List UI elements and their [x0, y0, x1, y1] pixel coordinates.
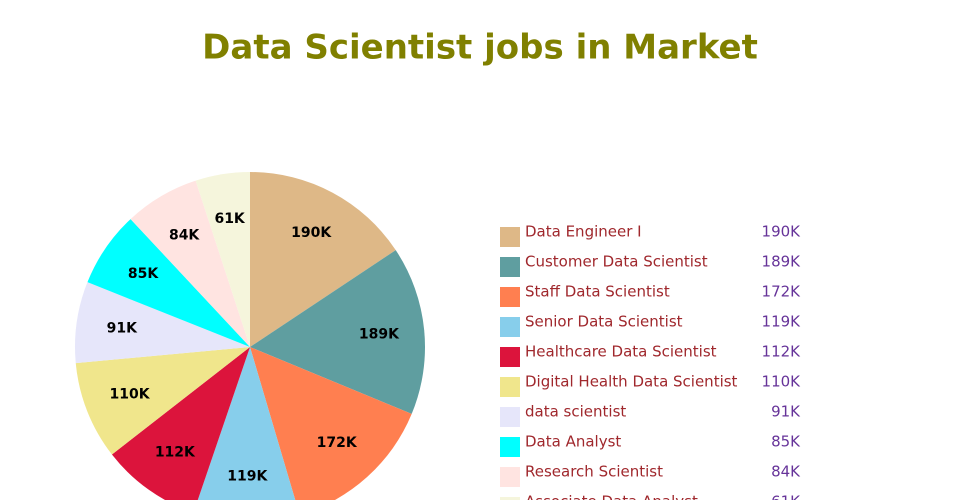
legend-swatch [500, 287, 520, 307]
legend-swatch [500, 227, 520, 247]
slice-label: 84K [169, 227, 200, 243]
legend-label: Data Engineer I [525, 223, 642, 241]
legend-value: 190K [762, 223, 802, 241]
pie-slice [197, 347, 296, 500]
slice-label: 190K [291, 225, 332, 241]
legend-swatch [500, 407, 520, 427]
legend-swatch [500, 377, 520, 397]
legend-value: 189K [762, 253, 802, 271]
pie-slice [250, 347, 412, 500]
pie-slice [195, 172, 250, 347]
legend-label: Digital Health Data Scientist [525, 373, 738, 391]
legend-label: Staff Data Scientist [525, 283, 670, 301]
slice-label: 91K [107, 320, 138, 336]
pie-slice [250, 250, 425, 414]
slice-label: 61K [214, 211, 245, 227]
legend-value: 110K [762, 373, 802, 391]
legend-swatch [500, 437, 520, 457]
legend-label: Customer Data Scientist [525, 253, 708, 271]
legend-swatch [500, 317, 520, 337]
legend-value: 112K [762, 343, 802, 361]
pie-slice [130, 180, 250, 347]
pie-slice [111, 347, 250, 500]
legend-label: Associate Data Analyst [525, 493, 698, 500]
legend-swatch [500, 347, 520, 367]
slice-label: 119K [227, 468, 268, 484]
slice-label: 189K [359, 326, 400, 342]
pie-slice [75, 282, 251, 364]
legend-value: 119K [762, 313, 802, 331]
legend-label: data scientist [525, 403, 626, 421]
legend-label: Research Scientist [525, 463, 663, 481]
slice-label: 172K [317, 435, 358, 451]
chart-title: Data Scientist jobs in Market [202, 28, 758, 68]
legend-value: 91K [771, 403, 801, 421]
slice-label: 112K [155, 444, 196, 460]
legend-value: 85K [771, 433, 801, 451]
slice-label: 85K [128, 266, 159, 282]
legend-value: 61K [771, 493, 801, 500]
legend-value: 84K [771, 463, 801, 481]
slice-label: 110K [110, 387, 151, 403]
legend-label: Senior Data Scientist [525, 313, 683, 331]
pie-slice [75, 347, 250, 455]
legend-value: 172K [762, 283, 802, 301]
legend-label: Healthcare Data Scientist [525, 343, 717, 361]
legend-swatch [500, 257, 520, 277]
legend-swatch [500, 467, 520, 487]
legend-label: Data Analyst [525, 433, 621, 451]
pie-slice [250, 172, 396, 347]
legend-swatch [500, 497, 520, 500]
pie-slice [87, 219, 250, 347]
